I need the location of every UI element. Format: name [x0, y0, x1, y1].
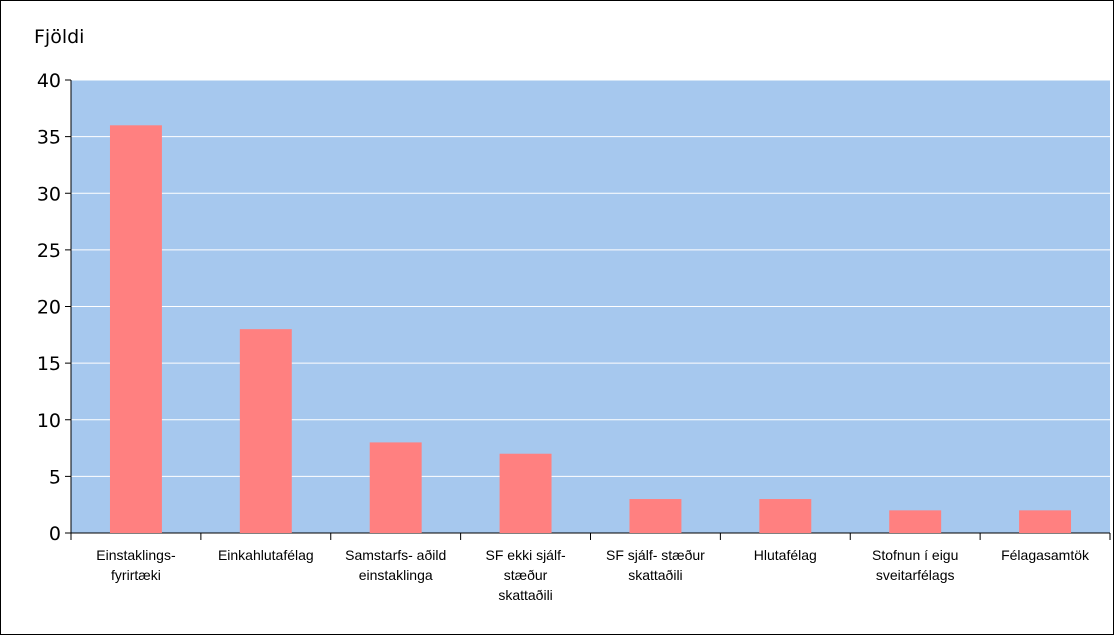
- bar: [759, 499, 812, 533]
- y-tick-label: 20: [37, 297, 61, 319]
- y-tick-label: 40: [37, 70, 61, 92]
- bar: [239, 329, 292, 533]
- bar: [1019, 510, 1072, 533]
- x-tick-label: Einkahlutafélag: [218, 547, 314, 563]
- x-tick-label: Hlutafélag: [754, 547, 817, 563]
- bar: [499, 453, 552, 533]
- x-tick-label: SF ekki sjálf-stæður skattaðili: [486, 547, 566, 603]
- y-tick-label: 5: [49, 466, 61, 488]
- bar: [109, 125, 162, 534]
- x-tick-label: Einstaklings-fyrirtæki: [96, 547, 176, 583]
- y-tick-label: 30: [37, 183, 61, 205]
- x-tick-label: Samstarfs- aðild einstaklinga: [345, 547, 446, 583]
- y-tick-label: 35: [37, 127, 61, 149]
- x-tick-label: Félagasamtök: [1001, 547, 1090, 563]
- bar: [369, 442, 422, 533]
- y-axis-title: Fjöldi: [34, 26, 84, 48]
- y-tick-label: 10: [37, 410, 61, 432]
- bar: [629, 499, 682, 533]
- y-tick-label: 15: [37, 353, 61, 375]
- x-tick-label: SF sjálf- stæður skattaðili: [606, 547, 705, 583]
- bar: [889, 510, 942, 533]
- y-tick-label: 0: [49, 523, 61, 545]
- x-tick-label: Stofnun í eigu sveitarfélags: [872, 547, 958, 583]
- y-tick-label: 25: [37, 240, 61, 262]
